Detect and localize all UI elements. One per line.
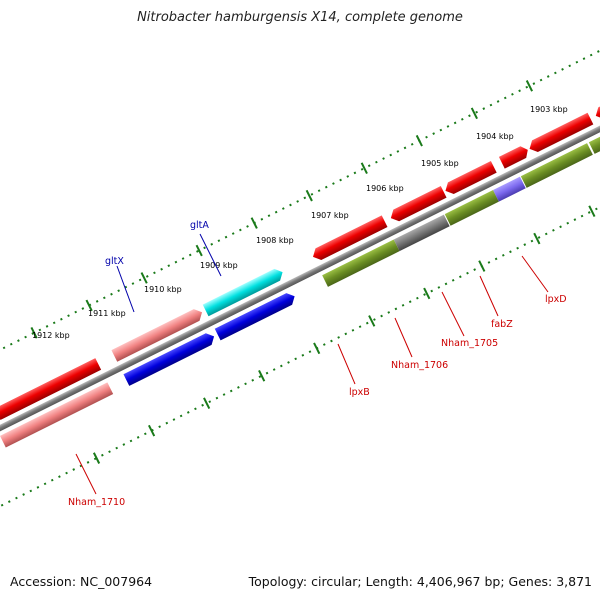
gene-arrow-pink[interactable]: [111, 306, 205, 362]
ruler-labels: 1903 kbp 1904 kbp 1905 kbp 1906 kbp 1907…: [32, 105, 568, 340]
ruler-tick: [195, 244, 203, 257]
gene-arrow-blue[interactable]: [214, 290, 298, 341]
gene-labels: lpxD fabZ Nham_1705 Nham_1706 lpxB gltA …: [68, 220, 567, 508]
ruler-tick: [85, 299, 93, 312]
ruler-label: 1905 kbp: [421, 159, 459, 168]
gene-arrow-red[interactable]: [593, 85, 600, 122]
ruler-tick: [478, 260, 486, 272]
ruler-tick: [533, 232, 541, 245]
gene-label-gltA[interactable]: gltA: [190, 220, 209, 231]
gene-arrow-olive[interactable]: [322, 239, 400, 287]
gene-arrow-red[interactable]: [527, 112, 594, 155]
gene-arrow-red[interactable]: [498, 144, 531, 169]
gene-leaders: [75, 233, 549, 495]
ruler-tick: [148, 424, 156, 437]
gene-arrow-red[interactable]: [443, 160, 497, 197]
ruler-tick: [423, 287, 431, 300]
ruler-tick: [140, 272, 148, 284]
ruler-label: 1906 kbp: [366, 184, 404, 193]
ruler-ticks: [30, 80, 596, 464]
gene-arrow-purple[interactable]: [493, 176, 526, 202]
gene-arrow-blue[interactable]: [123, 331, 217, 386]
gene-label-Nham_1706[interactable]: Nham_1706: [391, 360, 448, 371]
gene-arrow-olive[interactable]: [444, 190, 499, 226]
ruler-tick: [360, 162, 368, 175]
ruler-label: 1907 kbp: [311, 211, 349, 220]
ruler-tick: [305, 189, 313, 202]
gene-arrow-red[interactable]: [310, 215, 388, 262]
gene-arrow-red[interactable]: [0, 358, 102, 423]
gene-arrow-olive[interactable]: [520, 143, 593, 188]
gene-label-Nham_1705[interactable]: Nham_1705: [441, 338, 498, 349]
gene-label-fabZ[interactable]: fabZ: [491, 319, 513, 330]
gene-label-lpxD[interactable]: lpxD: [545, 294, 567, 305]
ruler-label: 1904 kbp: [476, 132, 514, 141]
ruler-tick: [368, 315, 376, 327]
ruler-tick: [415, 134, 423, 147]
gene-label-lpxB[interactable]: lpxB: [349, 387, 370, 398]
ruler-tick: [313, 342, 321, 355]
ruler-tick: [525, 80, 533, 92]
ruler-tick: [92, 452, 101, 464]
ruler-label: 1909 kbp: [200, 261, 238, 270]
ruler-label: 1911 kbp: [88, 309, 126, 318]
gene-arrow-pink[interactable]: [0, 382, 114, 448]
ruler-tick: [470, 107, 478, 120]
ruler-tick: [30, 327, 38, 339]
reverse-lane: [0, 106, 600, 448]
genome-backbone: [0, 119, 600, 463]
ruler-label: 1903 kbp: [530, 105, 568, 114]
gene-arrow-red[interactable]: [388, 185, 447, 224]
ruler-tick: [588, 205, 596, 217]
ruler-label: 1910 kbp: [144, 285, 182, 294]
gene-label-Nham_1710[interactable]: Nham_1710: [68, 497, 125, 508]
ruler-label: 1908 kbp: [256, 236, 294, 245]
ruler-tick: [203, 397, 211, 410]
ruler-label: 1912 kbp: [32, 331, 70, 340]
ruler-line-lower: [0, 174, 600, 525]
genome-summary-text: Topology: circular; Length: 4,406,967 bp…: [248, 574, 592, 589]
track-group: [0, 49, 600, 525]
genome-title: Nitrobacter hamburgensis X14, complete g…: [137, 10, 463, 25]
forward-lane: [0, 85, 600, 423]
gene-label-gltX[interactable]: gltX: [105, 256, 124, 267]
ruler-tick: [258, 369, 266, 382]
ruler-line-upper: [0, 49, 600, 400]
accession-text: Accession: NC_007964: [10, 574, 153, 589]
ruler-tick: [250, 217, 258, 229]
gene-arrow-cyan[interactable]: [202, 266, 286, 317]
gene-arrow-gray[interactable]: [393, 214, 450, 252]
